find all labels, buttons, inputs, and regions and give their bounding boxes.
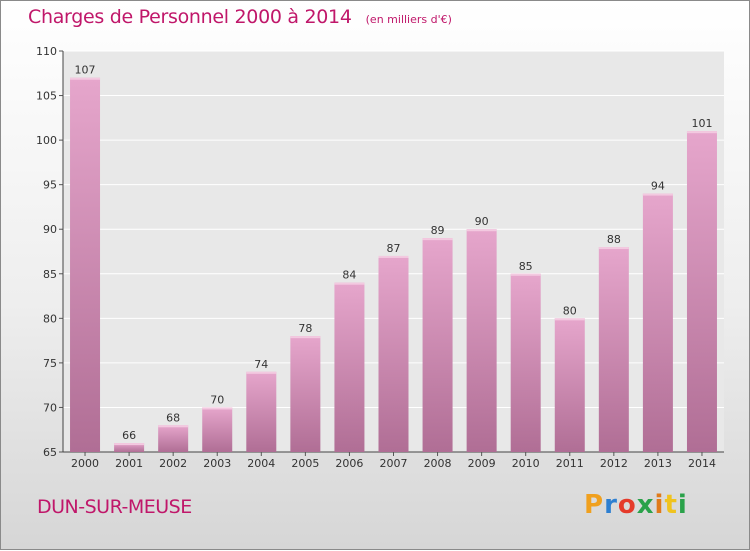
data-label: 70 [210,393,224,406]
data-label: 89 [431,224,445,237]
logo-letter: i [654,490,665,520]
data-label: 101 [691,117,712,130]
x-tick-label: 2002 [159,457,187,470]
logo-letter: P [584,490,605,520]
data-label: 74 [254,358,268,371]
bar [246,371,277,452]
x-tick-label: 2004 [247,457,275,470]
bar [158,425,189,452]
bar-highlight [598,247,629,250]
y-tick-label: 85 [43,268,57,281]
y-tick-label: 95 [43,179,57,192]
y-tick-label: 80 [43,312,57,325]
data-label: 88 [607,233,621,246]
x-tick-label: 2013 [644,457,672,470]
logo-letter: i [677,490,688,520]
bar-highlight [158,425,189,428]
y-tick-label: 105 [36,90,57,103]
bar [422,238,453,452]
bar [510,273,541,452]
bar [202,407,233,452]
bar-highlight [202,407,233,410]
x-tick-label: 2000 [71,457,99,470]
data-label: 85 [519,260,533,273]
x-tick-label: 2006 [335,457,363,470]
bar [334,282,365,452]
bar-highlight [290,336,321,339]
x-tick-label: 2010 [512,457,540,470]
data-label: 66 [122,429,136,442]
logo-letter: r [604,490,618,520]
data-label: 107 [75,64,96,77]
data-label: 68 [166,411,180,424]
x-tick-label: 2001 [115,457,143,470]
chart-subtitle: (en milliers d'€) [365,13,452,26]
y-tick-label: 90 [43,223,57,236]
bar [642,193,673,453]
x-tick-label: 2005 [291,457,319,470]
bar [686,131,717,452]
data-label: 94 [651,180,665,193]
bar-highlight [422,238,453,241]
bar [554,318,585,452]
x-tick-label: 2012 [600,457,628,470]
x-tick-label: 2014 [688,457,716,470]
commune-name: DUN-SUR-MEUSE [37,496,192,518]
bar-highlight [642,193,673,196]
bar-highlight [246,371,277,374]
title-row: Charges de Personnel 2000 à 2014 (en mill… [28,6,452,28]
data-label: 87 [387,242,401,255]
bar [378,255,409,452]
data-label: 84 [342,269,356,282]
x-tick-label: 2003 [203,457,231,470]
bar-highlight [686,131,717,134]
y-tick-label: 70 [43,401,57,414]
logo-letter: t [664,490,678,520]
data-label: 90 [475,215,489,228]
bar [114,443,145,452]
y-tick-label: 100 [36,134,57,147]
data-label: 80 [563,304,577,317]
x-tick-label: 2008 [424,457,452,470]
data-label: 78 [298,322,312,335]
bar-highlight [334,282,365,285]
bar [290,336,321,452]
logo-letter: x [636,490,655,520]
bar-highlight [378,255,409,258]
x-tick-label: 2009 [468,457,496,470]
logo-letter: o [617,490,637,520]
bar-highlight [510,273,541,276]
y-tick-label: 65 [43,446,57,459]
chart-title: Charges de Personnel 2000 à 2014 [28,6,352,28]
bar [598,247,629,452]
bar [466,229,497,452]
bar-highlight [114,443,145,446]
bar-highlight [70,77,101,80]
x-tick-label: 2011 [556,457,584,470]
bar-highlight [554,318,585,321]
bar [70,77,101,452]
proxiti-logo: Proxiti [584,490,688,520]
y-tick-label: 75 [43,357,57,370]
bar-highlight [466,229,497,232]
y-tick-label: 110 [36,45,57,58]
x-tick-label: 2007 [380,457,408,470]
